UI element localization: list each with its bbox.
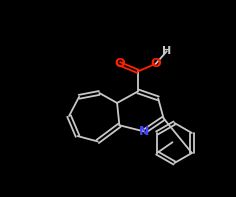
Text: O: O <box>114 57 125 70</box>
Text: N: N <box>139 125 149 138</box>
Text: O: O <box>151 57 161 70</box>
Text: H: H <box>162 46 171 56</box>
